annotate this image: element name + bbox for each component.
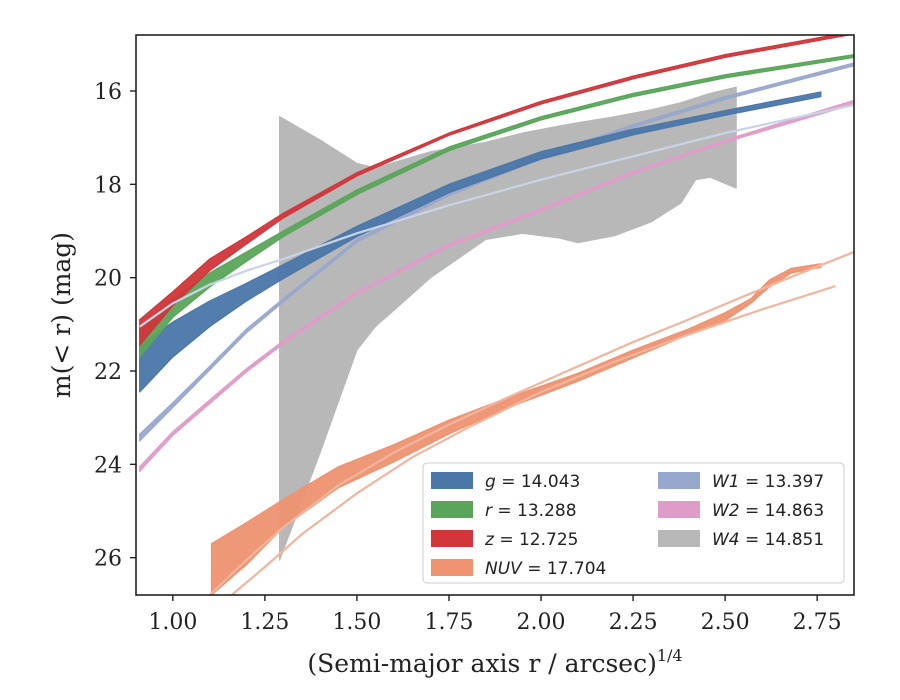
x-tick-label: 2.75 — [793, 610, 842, 635]
series-band-w1 — [139, 62, 854, 442]
plot-area — [139, 35, 854, 595]
x-tick-label: 1.25 — [240, 610, 289, 635]
legend-swatch-w2 — [658, 501, 700, 518]
legend: g = 14.043 r = 13.288 z = 12.725 NUV = 17.7… — [422, 462, 845, 584]
axes-frame — [135, 34, 855, 596]
legend-label-w4: W4 = 14.851 — [712, 530, 824, 550]
series-band-w4 — [279, 86, 737, 561]
x-tick-label: 1.50 — [332, 610, 381, 635]
y-axis-ticks: 16 18 20 22 24 26 — [94, 80, 136, 572]
legend-swatch-w4 — [658, 530, 700, 547]
y-tick-label: 18 — [94, 173, 122, 198]
model-curve-2 — [208, 250, 854, 595]
legend-label-g: g = 14.043 — [485, 472, 580, 492]
x-axis-ticks: 1.00 1.25 1.50 1.75 2.00 2.25 2.50 2.75 — [148, 595, 842, 635]
x-tick-label: 1.00 — [148, 610, 197, 635]
y-tick-label: 24 — [94, 453, 122, 478]
y-tick-label: 26 — [94, 547, 122, 572]
legend-swatch-g — [431, 472, 473, 489]
legend-label-r: r = 13.288 — [485, 501, 577, 521]
series-band-nuv — [210, 263, 822, 595]
x-axis-title-exponent: 1/4 — [657, 646, 683, 665]
legend-label-w2: W2 = 14.863 — [712, 501, 824, 521]
legend-label-nuv: NUV = 17.704 — [485, 559, 606, 579]
series-band-r — [139, 53, 854, 358]
series-band-g — [139, 91, 822, 393]
y-axis-title: m(< r) (mag) — [47, 232, 76, 398]
legend-swatch-r — [431, 501, 473, 518]
legend-label-z: z = 12.725 — [484, 530, 578, 550]
series-band-z — [139, 35, 853, 346]
x-tick-label: 2.00 — [517, 610, 566, 635]
legend-label-w1: W1 = 13.397 — [712, 472, 824, 492]
legend-swatch-nuv — [431, 559, 473, 576]
legend-box — [422, 462, 845, 584]
x-axis-title-text: (Semi-major axis r / arcsec) — [307, 649, 656, 678]
legend-swatch-z — [431, 530, 473, 547]
x-axis-title: (Semi-major axis r / arcsec)1/4 — [307, 646, 682, 678]
model-curve-1 — [139, 103, 854, 328]
series-band-w2 — [139, 99, 854, 472]
x-tick-label: 2.25 — [609, 610, 658, 635]
legend-swatch-w1 — [658, 472, 700, 489]
y-tick-label: 20 — [94, 267, 122, 292]
x-tick-label: 2.50 — [701, 610, 750, 635]
model-curve-3 — [231, 285, 836, 595]
y-tick-label: 16 — [94, 80, 122, 105]
x-tick-label: 1.75 — [424, 610, 473, 635]
y-tick-label: 22 — [94, 360, 122, 385]
